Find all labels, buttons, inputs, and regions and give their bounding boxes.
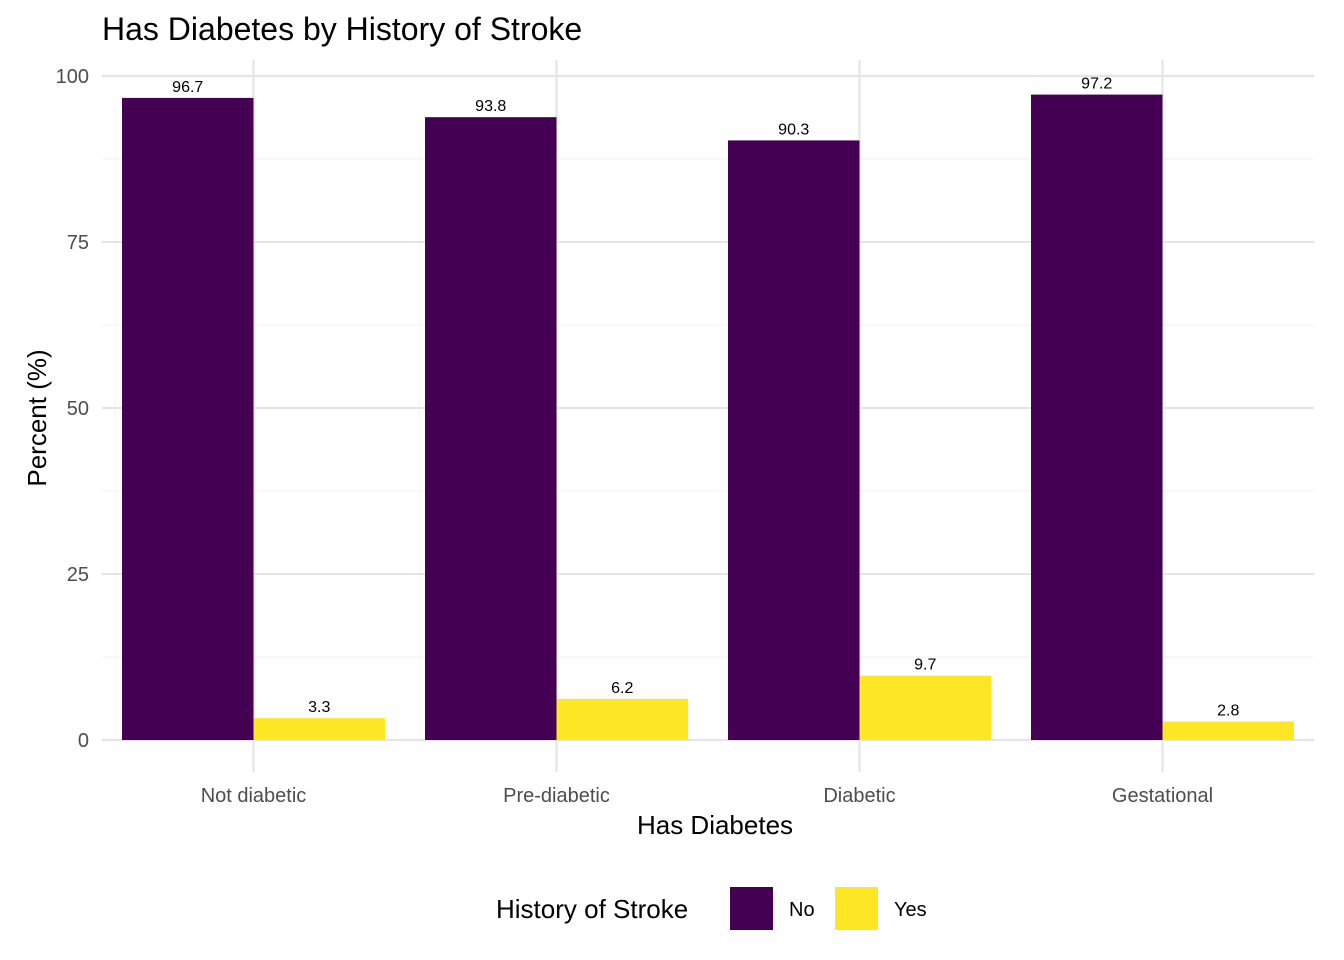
data-label: 96.7	[172, 79, 203, 96]
data-label: 93.8	[475, 98, 506, 115]
x-tick-label: Pre-diabetic	[503, 785, 610, 807]
bar-yes-3	[859, 675, 991, 740]
x-tick-label: Diabetic	[823, 785, 895, 807]
bar-no-2	[425, 117, 557, 741]
data-label: 2.8	[1217, 702, 1239, 719]
x-tick-label: Gestational	[1112, 785, 1213, 807]
data-label: 3.3	[308, 699, 330, 716]
x-tick-label: Not diabetic	[201, 785, 307, 807]
data-label: 6.2	[611, 680, 633, 697]
y-axis-ticks: 0 25 50 75 100	[56, 66, 89, 752]
bar-no-4	[1031, 94, 1163, 741]
bar-no-3	[728, 140, 860, 740]
legend-title: History of Stroke	[496, 894, 688, 924]
legend-label-yes: Yes	[894, 899, 927, 921]
data-label: 9.7	[914, 657, 936, 674]
y-tick-label: 0	[78, 730, 89, 752]
bar-yes-1	[253, 718, 385, 740]
legend-key-yes	[835, 887, 878, 930]
y-tick-label: 100	[56, 66, 89, 88]
chart-title: Has Diabetes by History of Stroke	[102, 11, 582, 47]
data-label: 97.2	[1081, 76, 1112, 93]
bars	[122, 94, 1294, 741]
legend: History of Stroke No Yes	[496, 887, 927, 930]
y-tick-label: 50	[67, 398, 89, 420]
y-tick-label: 25	[67, 564, 89, 586]
bar-no-1	[122, 97, 254, 741]
data-labels: 96.7 93.8 90.3 97.2 3.3 6.2 9.7 2.8	[172, 76, 1239, 720]
y-axis-title: Percent (%)	[22, 349, 52, 486]
data-label: 90.3	[778, 121, 809, 138]
x-axis-ticks: Not diabetic Pre-diabetic Diabetic Gestatio…	[201, 785, 1213, 807]
x-axis-title: Has Diabetes	[637, 810, 793, 840]
y-tick-label: 75	[67, 232, 89, 254]
legend-key-no	[730, 887, 773, 930]
bar-yes-2	[556, 698, 688, 740]
legend-label-no: No	[789, 899, 815, 921]
bar-yes-4	[1162, 721, 1294, 740]
